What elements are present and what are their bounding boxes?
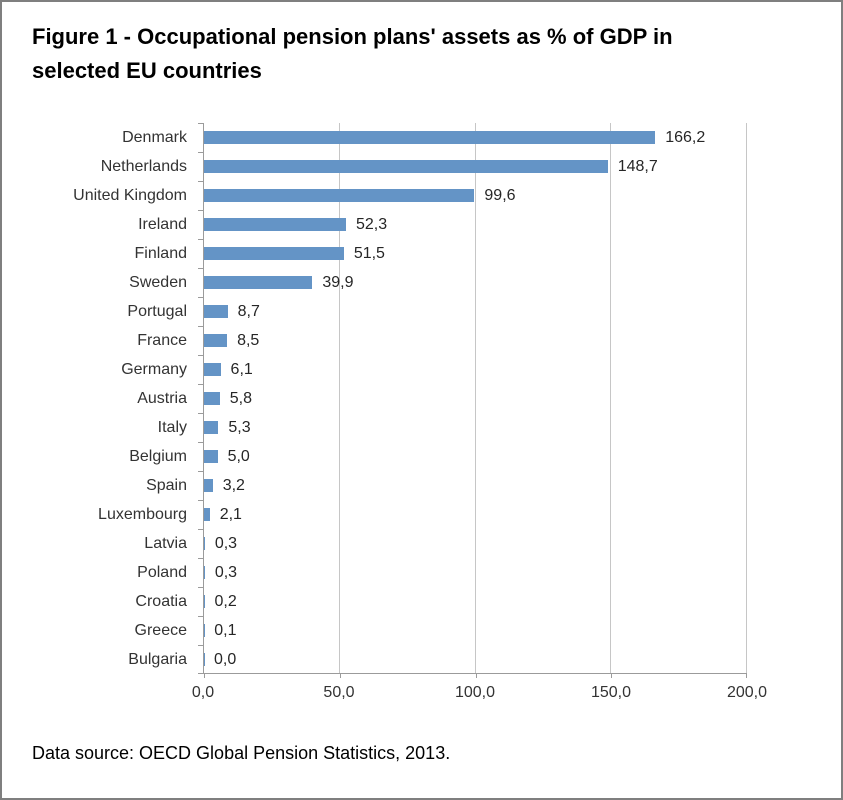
- category-label: Italy: [157, 419, 187, 436]
- y-axis-tick: [198, 442, 204, 443]
- value-label: 52,3: [355, 216, 388, 233]
- y-axis-tick: [198, 645, 204, 646]
- x-axis-tick: [611, 673, 613, 678]
- y-axis-tick: [198, 413, 204, 414]
- y-axis-tick: [198, 297, 204, 298]
- y-axis-tick: [198, 529, 204, 530]
- bar: [204, 624, 205, 637]
- y-axis-tick: [198, 384, 204, 385]
- bar: [204, 334, 228, 347]
- y-axis-tick: [198, 500, 204, 501]
- value-label: 5,8: [229, 390, 252, 407]
- value-label: 8,5: [237, 332, 260, 349]
- bar: [204, 566, 205, 579]
- x-axis-tick-label: 100,0: [454, 684, 496, 701]
- bar: [204, 160, 608, 173]
- gridline: [338, 123, 340, 673]
- bar: [204, 305, 228, 318]
- y-axis-tick: [198, 616, 204, 617]
- y-axis-tick: [198, 355, 204, 356]
- value-label: 0,2: [214, 593, 237, 610]
- category-label: Poland: [137, 564, 187, 581]
- y-axis-tick: [198, 471, 204, 472]
- bar: [204, 363, 221, 376]
- category-label: Greece: [134, 622, 187, 639]
- y-axis-tick: [198, 239, 204, 240]
- category-label: Belgium: [129, 448, 187, 465]
- value-label: 148,7: [617, 158, 658, 175]
- value-label: 99,6: [484, 187, 516, 204]
- category-label: United Kingdom: [73, 187, 187, 204]
- category-label: Austria: [137, 390, 187, 407]
- bar: [204, 508, 210, 521]
- x-axis-tick-label: 50,0: [323, 684, 355, 701]
- category-label: France: [137, 332, 187, 349]
- x-axis-tick-label: 0,0: [191, 684, 215, 701]
- y-axis-tick: [198, 152, 204, 153]
- bar: [204, 218, 346, 231]
- x-axis-tick: [475, 673, 477, 678]
- x-axis-tick-label: 150,0: [590, 684, 632, 701]
- category-label: Germany: [121, 361, 187, 378]
- bar: [204, 247, 344, 260]
- value-label: 166,2: [665, 129, 706, 146]
- x-axis-tick: [339, 673, 341, 678]
- category-label: Portugal: [127, 303, 187, 320]
- category-axis-labels: Denmark Netherlands United Kingdom Ireland F…: [2, 123, 195, 674]
- value-label: 5,3: [228, 419, 251, 436]
- category-label: Netherlands: [100, 158, 187, 175]
- bar: [204, 653, 205, 666]
- y-axis-tick: [198, 268, 204, 269]
- bar: [204, 276, 313, 289]
- category-label: Luxembourg: [98, 506, 187, 523]
- category-label: Sweden: [129, 274, 187, 291]
- value-label: 0,1: [214, 622, 237, 639]
- bar: [204, 450, 218, 463]
- category-label: Spain: [146, 477, 187, 494]
- figure-title-line1: Figure 1 - Occupational pension plans' a…: [32, 24, 673, 49]
- value-label: 51,5: [353, 245, 385, 262]
- y-axis-tick: [198, 587, 204, 588]
- bar: [204, 421, 219, 434]
- y-axis-tick: [198, 326, 204, 327]
- y-axis-tick: [198, 210, 204, 211]
- category-label: Latvia: [144, 535, 187, 552]
- value-label: 0,3: [214, 535, 238, 552]
- source-note: Data source: OECD Global Pension Statist…: [32, 743, 451, 763]
- figure-title: Figure 1 - Occupational pension plans' a…: [32, 20, 792, 88]
- category-label: Croatia: [135, 593, 187, 610]
- value-label: 39,9: [322, 274, 354, 291]
- category-label: Denmark: [122, 129, 187, 146]
- value-label: 3,2: [222, 477, 245, 494]
- gridline: [474, 123, 476, 673]
- x-axis-tick: [746, 673, 747, 678]
- y-axis-tick: [198, 558, 204, 559]
- value-label: 6,1: [230, 361, 253, 378]
- value-label: 0,0: [214, 651, 237, 668]
- gridline: [610, 123, 612, 673]
- value-label: 0,3: [214, 564, 238, 581]
- figure-title-line2: selected EU countries: [32, 58, 262, 83]
- category-label: Bulgaria: [128, 651, 187, 668]
- plot-area: 166,2 148,7 99,6 52,3 51,5 39,9 8,7 8,5 6,1 5,8 5,…: [198, 123, 747, 678]
- value-label: 5,0: [227, 448, 250, 465]
- bar: [204, 131, 656, 144]
- y-axis-tick: [198, 673, 204, 674]
- bar: [204, 392, 220, 405]
- value-label: 2,1: [219, 506, 242, 523]
- category-label: Finland: [134, 245, 187, 262]
- gridline: [746, 123, 747, 673]
- x-axis-tick-label: 200,0: [726, 684, 768, 701]
- x-axis-tick: [204, 673, 205, 678]
- bar: [204, 479, 213, 492]
- bar: [204, 537, 205, 550]
- category-label: Ireland: [138, 216, 187, 233]
- bar: [204, 189, 475, 202]
- value-label: 8,7: [237, 303, 260, 320]
- bar: [204, 595, 205, 608]
- y-axis-tick: [198, 123, 204, 124]
- y-axis-tick: [198, 181, 204, 182]
